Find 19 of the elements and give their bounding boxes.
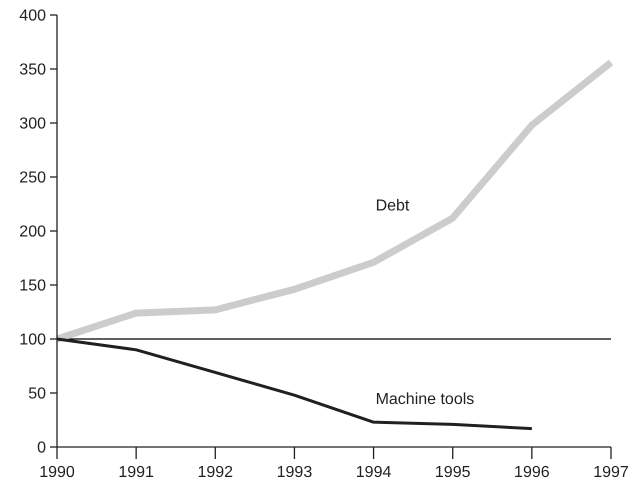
x-tick-label: 1994 [356,464,392,481]
y-tick-label: 50 [28,386,46,403]
x-tick-label: 1991 [118,464,154,481]
x-tick-label: 1997 [593,464,629,481]
y-tick-label: 300 [19,116,46,133]
x-tick-label: 1996 [514,464,550,481]
x-tick-label: 1993 [276,464,312,481]
y-tick-label: 150 [19,278,46,295]
y-tick-label: 200 [19,224,46,241]
y-tick-label: 0 [37,440,46,457]
series-label: Machine tools [376,391,474,408]
series-label: Debt [376,197,410,214]
x-tick-label: 1992 [197,464,234,481]
x-tick-label: 1990 [39,464,75,481]
y-tick-label: 350 [19,62,46,79]
y-tick-label: 250 [19,170,46,187]
y-tick-label: 100 [19,332,46,349]
x-tick-label: 1995 [434,464,471,481]
y-tick-label: 400 [19,8,46,25]
